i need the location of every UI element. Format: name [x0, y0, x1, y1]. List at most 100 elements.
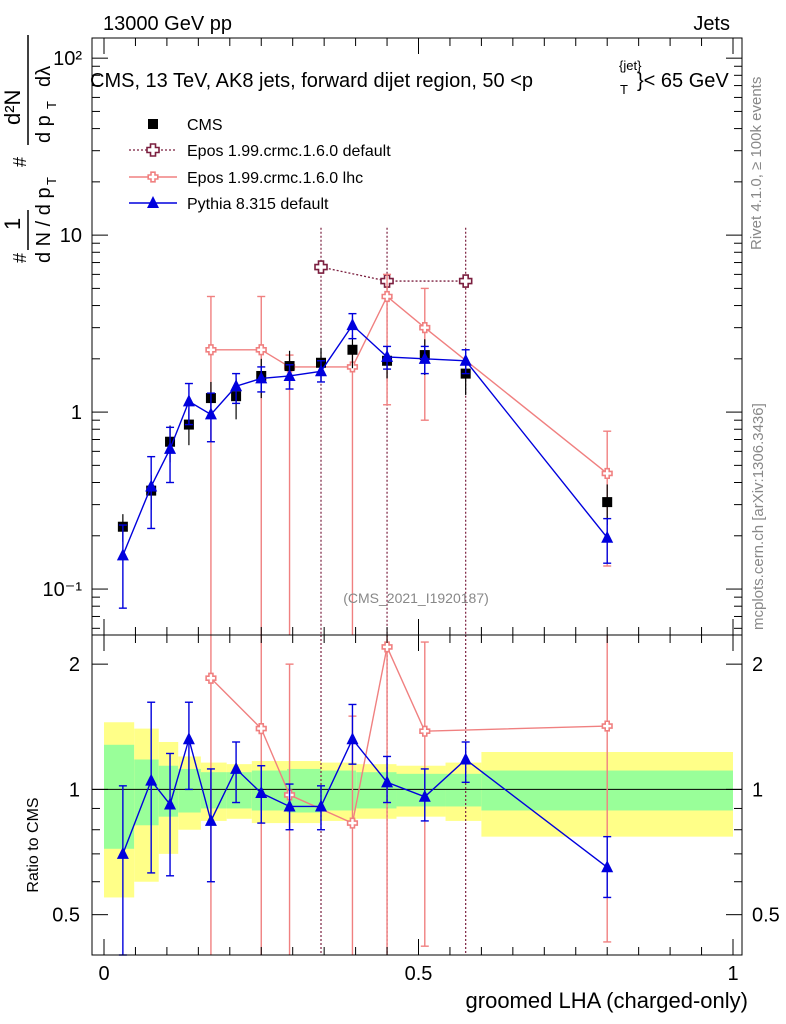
- pythia-point: [164, 441, 177, 454]
- epos-lhc-point: [205, 344, 217, 356]
- pythia-point: [230, 379, 243, 392]
- y-axis-label: # 1 d N / d p T # d²N d p T dλ: [0, 35, 59, 263]
- pythia-point: [346, 318, 359, 331]
- x-tick-label: 0.5: [405, 963, 433, 985]
- pythia-ratio-point: [459, 752, 472, 765]
- rivet-version-label: Rivet 4.1.0, ≥ 100k events: [748, 77, 765, 250]
- svg-text:#: #: [10, 157, 30, 167]
- pythia-point: [116, 548, 129, 561]
- pythia-point: [182, 394, 195, 407]
- x-tick-label: 0: [98, 963, 109, 985]
- legend-pythia-marker: [147, 196, 159, 208]
- svg-text:d N / d p: d N / d p: [33, 187, 55, 263]
- pythia-ratio-point: [283, 799, 296, 812]
- pythia-point: [255, 371, 268, 384]
- epos-lhc-point: [255, 344, 267, 356]
- ratio-band-inner: [321, 770, 357, 811]
- x-axis-label: groomed LHA (charged-only): [466, 988, 748, 1013]
- legend-label: Epos 1.99.crmc.1.6.0 default: [187, 143, 391, 160]
- legend-label: Epos 1.99.crmc.1.6.0 lhc: [187, 170, 363, 187]
- pythia-point: [601, 530, 614, 543]
- ratio-axis-label: Ratio to CMS: [25, 797, 42, 892]
- pythia-ratio-point: [164, 797, 177, 810]
- epos-lhc-point: [381, 290, 393, 303]
- series-epos-default: [314, 227, 473, 635]
- pythia-point: [283, 368, 296, 381]
- cms-point: [347, 344, 358, 355]
- ratio-tick-label-left: 0.5: [52, 905, 80, 927]
- epos-lhc-ratio-point: [205, 672, 217, 684]
- pythia-line: [122, 324, 608, 556]
- cms-point: [602, 497, 613, 508]
- chart-title: CMS, 13 TeV, AK8 jets, forward dijet reg…: [90, 58, 729, 97]
- epos-lhc-ratio-point: [381, 641, 393, 653]
- pythia-ratio-line: [122, 736, 608, 868]
- analysis-id: (CMS_2021_I1920187): [343, 590, 489, 606]
- svg-text:d²N: d²N: [0, 90, 25, 125]
- epos-lhc-point: [419, 322, 431, 334]
- pythia-ratio-point: [346, 732, 359, 745]
- y-tick-label: 10²: [53, 48, 82, 70]
- pythia-point: [418, 351, 431, 364]
- epos-lhc-ratio-point: [419, 725, 431, 737]
- pythia-point: [204, 407, 217, 420]
- ratio-band-inner: [287, 768, 322, 813]
- pythia-ratio-point: [315, 799, 328, 812]
- pythia-ratio-point: [601, 860, 614, 873]
- ratio-frame: [91, 634, 743, 956]
- chart-title-sub: T: [620, 82, 628, 97]
- ratio-band-inner: [200, 772, 227, 809]
- epos-default-point: [314, 260, 328, 274]
- ratio-band-inner: [445, 773, 482, 807]
- series-cms: [117, 334, 613, 542]
- ratio-band-inner: [158, 765, 179, 817]
- epos-lhc-ratio-point: [346, 817, 359, 829]
- pythia-point: [145, 479, 158, 492]
- ratio-tick-label-right: 0.5: [752, 905, 780, 927]
- ratio-panel: 0.5 0.5 1 1 2 2 0 0.5 1: [52, 634, 780, 985]
- legend: CMS Epos 1.99.crmc.1.6.0 default Epos 1.99…: [129, 117, 391, 213]
- ratio-band-inner: [178, 768, 201, 813]
- epos-lhc-line: [210, 295, 608, 475]
- y-tick-label: 10⁻¹: [43, 579, 83, 601]
- series-pythia: [116, 312, 614, 609]
- ratio-tick-label-right: 2: [752, 654, 763, 676]
- svg-text:dλ: dλ: [33, 66, 55, 87]
- pythia-point: [315, 364, 328, 377]
- legend-cms-marker: [148, 119, 158, 129]
- ratio-series-pythia: [116, 701, 614, 956]
- x-tick-label: 1: [727, 963, 738, 985]
- legend-label: CMS: [187, 117, 223, 134]
- legend-label: Pythia 8.315 default: [187, 196, 329, 213]
- pythia-ratio-point: [418, 789, 431, 802]
- legend-epos-lhc-marker: [147, 171, 159, 183]
- pythia-point: [381, 349, 394, 362]
- mcplots-label: mcplots.cern.ch [arXiv:1306.3436]: [750, 403, 767, 630]
- pythia-ratio-point: [255, 786, 268, 799]
- pythia-ratio-point: [204, 813, 217, 826]
- pythia-ratio-point: [182, 732, 195, 745]
- epos-lhc-point: [601, 467, 613, 480]
- chart-title-main: CMS, 13 TeV, AK8 jets, forward dijet reg…: [90, 70, 533, 92]
- svg-text:#: #: [10, 253, 30, 263]
- header-collision: 13000 GeV pp: [103, 13, 232, 35]
- chart-title-sup: {jet}: [619, 58, 642, 73]
- ratio-band-inner: [104, 744, 135, 849]
- epos-lhc-ratio-point: [255, 723, 267, 735]
- legend-epos-default-marker: [146, 143, 160, 157]
- main-panel: 10⁻¹ 1 10 10²: [43, 37, 743, 636]
- svg-text:1: 1: [0, 218, 25, 230]
- y-tick-label: 10: [60, 225, 82, 247]
- pythia-point: [459, 353, 472, 366]
- y-tick-label: 1: [71, 402, 82, 424]
- pythia-ratio-point: [381, 775, 394, 788]
- ratio-tick-label-left: 1: [69, 779, 80, 801]
- header-category: Jets: [693, 13, 730, 35]
- epos-default-point: [458, 274, 473, 288]
- ratio-tick-label-right: 1: [752, 779, 763, 801]
- pythia-ratio-point: [116, 846, 129, 859]
- ratio-tick-label-left: 2: [69, 654, 80, 676]
- chart-title-tail: }< 65 GeV: [637, 70, 729, 92]
- svg-text:T: T: [44, 177, 59, 185]
